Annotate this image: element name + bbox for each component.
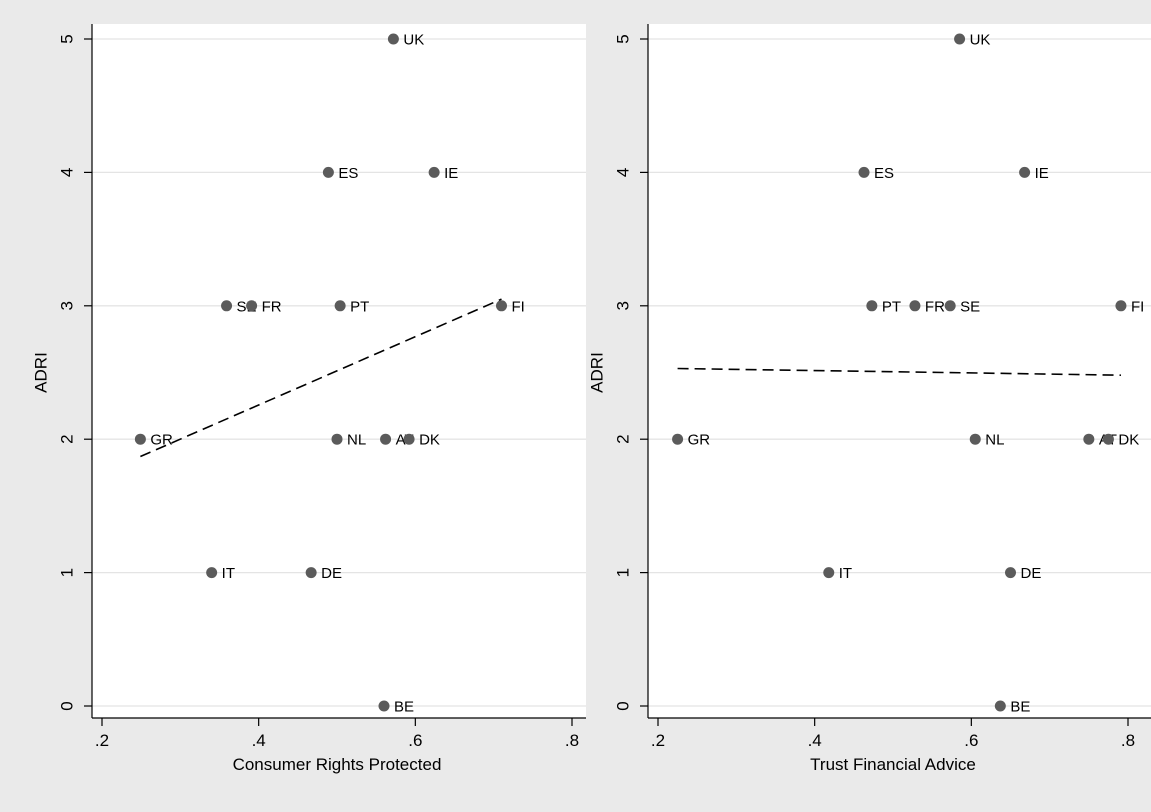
data-point: [909, 300, 921, 312]
point-label: IE: [444, 165, 458, 182]
data-point: [221, 300, 233, 312]
data-point: [1102, 433, 1114, 445]
x-axis-title: Trust Financial Advice: [810, 755, 976, 774]
point-label: DE: [1021, 565, 1042, 582]
data-point: [378, 700, 390, 712]
point-label: GR: [688, 432, 711, 449]
data-point: [322, 166, 334, 178]
point-label: DE: [321, 565, 342, 582]
data-point: [944, 300, 956, 312]
data-point: [858, 166, 870, 178]
x-tick-label: .6: [964, 731, 978, 750]
y-axis-title: ADRI: [31, 352, 50, 393]
y-tick-label: 0: [57, 701, 76, 710]
data-point: [331, 433, 343, 445]
point-label: DK: [419, 432, 440, 449]
y-tick-label: 3: [57, 301, 76, 310]
data-point: [496, 300, 507, 312]
fit-line: [140, 298, 502, 458]
point-label: FR: [925, 298, 945, 315]
y-tick-label: 3: [613, 301, 632, 310]
point-label: FI: [1131, 298, 1144, 315]
data-point: [1083, 433, 1095, 445]
data-point: [866, 300, 878, 312]
x-tick-label: .2: [651, 731, 665, 750]
y-tick-label: 4: [57, 168, 76, 177]
point-label: UK: [403, 32, 424, 49]
x-tick-label: .4: [808, 731, 822, 750]
data-point: [1019, 166, 1031, 178]
point-label: DK: [1118, 432, 1139, 449]
point-label: ES: [338, 165, 358, 182]
y-tick-label: 0: [613, 701, 632, 710]
data-point: [1005, 567, 1016, 579]
data-point: [428, 166, 440, 178]
point-label: ES: [874, 165, 894, 182]
data-point: [1115, 300, 1127, 312]
point-label: SE: [960, 298, 980, 315]
data-point: [134, 433, 146, 445]
data-point: [334, 300, 346, 312]
data-point: [954, 33, 966, 45]
x-tick-label: .8: [565, 731, 579, 750]
data-point: [403, 433, 415, 445]
point-label: NL: [985, 432, 1004, 449]
point-label: GR: [150, 432, 173, 449]
x-axis-title: Consumer Rights Protected: [233, 755, 442, 774]
data-point: [206, 567, 218, 579]
x-tick-label: .2: [95, 731, 109, 750]
y-tick-label: 2: [57, 434, 76, 443]
y-tick-label: 5: [57, 34, 76, 43]
point-label: IT: [222, 565, 235, 582]
data-point: [823, 567, 835, 579]
plot-area: [92, 24, 586, 718]
point-label: BE: [1010, 699, 1030, 716]
chart-panel-1: 0 1 2 3 4 5 .2 .4 .6 .8 Consumer Rights Protected A…: [31, 24, 586, 774]
data-point: [305, 567, 317, 579]
point-label: NL: [347, 432, 366, 449]
data-point: [672, 433, 684, 445]
point-label: IE: [1035, 165, 1049, 182]
fit-line: [677, 367, 1121, 376]
point-label: PT: [350, 298, 369, 315]
x-tick-label: .6: [408, 731, 422, 750]
y-tick-label: 1: [613, 568, 632, 577]
y-tick-label: 4: [613, 168, 632, 177]
y-tick-label: 1: [57, 568, 76, 577]
y-tick-label: 5: [613, 34, 632, 43]
point-label: BE: [394, 699, 414, 716]
x-tick-label: .8: [1121, 731, 1135, 750]
data-point: [969, 433, 981, 445]
data-point: [994, 700, 1006, 712]
point-label: IT: [839, 565, 852, 582]
point-label: UK: [970, 32, 991, 49]
x-tick-label: .4: [252, 731, 266, 750]
y-axis-title: ADRI: [587, 352, 606, 393]
point-label: PT: [882, 298, 901, 315]
point-label: FI: [512, 298, 525, 315]
plot-area: [648, 24, 1151, 718]
data-point: [380, 433, 392, 445]
point-label: FR: [262, 298, 282, 315]
chart-panel-2: 0 1 2 3 4 5 .2 .4 .6 .8 Trust Financial Advice ADRI…: [587, 24, 1151, 774]
data-point: [387, 33, 399, 45]
data-point: [246, 300, 258, 312]
y-tick-label: 2: [613, 434, 632, 443]
